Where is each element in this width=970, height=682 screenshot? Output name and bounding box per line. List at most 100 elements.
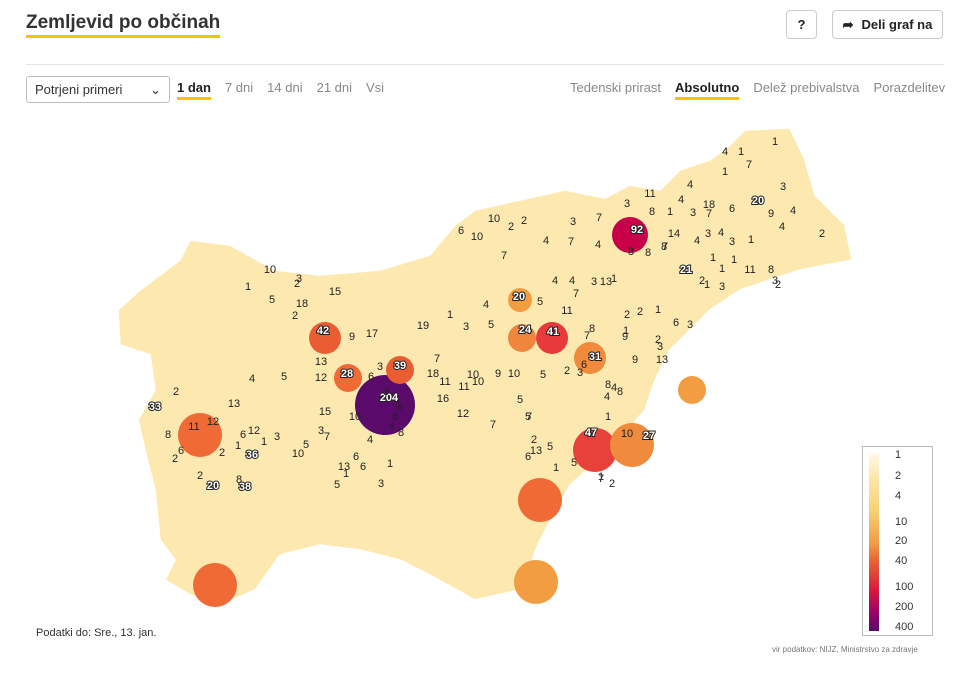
municipality-value-label: 1: [667, 206, 673, 218]
municipality-value-label: 3: [729, 236, 735, 248]
tab-view[interactable]: Tedenski prirast: [570, 80, 662, 95]
municipality-value-label: 38: [239, 481, 251, 493]
municipality-value-label: 6: [729, 203, 735, 215]
municipality-value-label: 8: [661, 241, 667, 253]
tab-period[interactable]: 1 dan: [177, 80, 211, 100]
municipality-value-label: 11: [644, 188, 655, 200]
municipality-value-label: 5: [269, 294, 275, 306]
municipality-value-label: 11: [188, 421, 199, 433]
municipality-value-label: 3: [463, 321, 469, 333]
municipality-value-label: 12: [457, 408, 469, 420]
municipality-value-label: 14: [668, 228, 680, 240]
metric-select[interactable]: Potrjeni primeri ⌄: [26, 76, 170, 103]
municipality-value-label: 8: [165, 429, 171, 441]
data-date-note: Podatki do: Sre., 13. jan.: [36, 627, 157, 639]
tab-period[interactable]: Vsi: [366, 80, 385, 95]
municipality-value-label: 13: [600, 276, 612, 288]
municipality-value-label: 31: [589, 351, 601, 363]
municipality-value-label: 11: [458, 381, 469, 393]
municipality-area: [508, 324, 536, 352]
municipality-value-label: 6: [458, 225, 464, 237]
legend-label: 100: [895, 581, 914, 593]
tab-period[interactable]: 21 dni: [316, 80, 353, 95]
tab-view[interactable]: Absolutno: [675, 80, 740, 100]
municipality-value-label: 1: [235, 440, 241, 452]
municipality-value-label: 8: [589, 323, 595, 335]
municipality-value-label: 21: [680, 264, 692, 276]
municipality-value-label: 5: [571, 457, 577, 469]
municipality-value-label: 42: [317, 325, 329, 337]
municipality-value-label: 7: [501, 250, 507, 262]
municipality-value-label: 4: [569, 275, 575, 287]
municipality-value-label: 3: [705, 228, 711, 240]
municipality-value-label: 18: [296, 298, 308, 310]
municipality-value-label: 1: [611, 273, 617, 285]
municipality-area: [386, 356, 414, 384]
municipality-value-label: 6: [178, 445, 184, 457]
legend-label: 10: [895, 516, 908, 528]
municipality-value-label: 4: [694, 235, 700, 247]
color-legend: 1 2 4 10 20 40 100 200 400: [862, 446, 933, 636]
municipality-value-label: 6: [673, 317, 679, 329]
municipality-value-label: 4: [722, 146, 728, 158]
municipality-value-label: 41: [547, 326, 559, 338]
municipality-value-label: 2: [173, 386, 179, 398]
share-button[interactable]: ➦ Deli graf na: [832, 10, 943, 39]
help-button[interactable]: ?: [786, 10, 817, 39]
municipality-value-label: 4: [718, 227, 724, 239]
tab-view[interactable]: Delež prebivalstva: [753, 80, 860, 95]
municipality-area: [178, 413, 222, 457]
municipality-value-label: 3: [624, 198, 630, 210]
tab-period[interactable]: 14 dni: [267, 80, 303, 95]
municipality-area: [508, 288, 532, 312]
municipality-value-label: 12: [248, 425, 260, 437]
municipality-value-label: 4: [543, 235, 549, 247]
municipality-value-label: 1: [261, 436, 267, 448]
municipality-value-label: 4: [552, 275, 558, 287]
municipality-value-label: 2: [655, 334, 661, 346]
municipality-value-label: 9: [495, 368, 501, 380]
municipality-value-label: 6: [360, 461, 366, 473]
municipality-value-label: 2: [292, 310, 298, 322]
municipality-value-label: 1: [731, 254, 737, 266]
municipality-value-label: 16: [437, 393, 449, 405]
municipality-value-label: 9: [349, 331, 355, 343]
municipality-value-label: 36: [246, 449, 258, 461]
municipality-value-label: 1: [704, 279, 710, 291]
municipality-value-label: 4: [389, 421, 395, 433]
municipality-value-label: 3: [772, 275, 778, 287]
municipality-area: [612, 217, 648, 253]
municipality-value-label: 4: [611, 382, 617, 394]
page-title: Zemljevid po občinah: [26, 12, 221, 38]
tab-view[interactable]: Porazdelitev: [873, 80, 946, 95]
municipality-value-label: 15: [319, 406, 331, 418]
municipality-value-label: 4: [604, 391, 610, 403]
tab-period[interactable]: 7 dni: [224, 80, 254, 95]
municipality-value-label: 1: [605, 411, 611, 423]
municipality-value-label: 12: [315, 372, 327, 384]
municipality-value-label: 1: [553, 462, 559, 474]
municipality-value-label: 6: [581, 359, 587, 371]
municipality-value-label: 8: [617, 386, 623, 398]
municipality-value-label: 9: [632, 354, 638, 366]
municipality-value-label: 27: [643, 430, 655, 442]
municipality-value-label: 3: [318, 425, 324, 437]
municipality-value-label: 15: [329, 286, 341, 298]
municipality-value-label: 8: [649, 206, 655, 218]
municipality-value-label: 92: [631, 224, 643, 236]
municipality-value-label: 3: [657, 341, 663, 353]
municipality-value-label: 11: [561, 305, 572, 317]
municipality-value-label: 9: [768, 208, 774, 220]
municipality-value-label: 1: [722, 166, 728, 178]
municipality-value-label: 13: [228, 398, 240, 410]
chevron-down-icon: ⌄: [150, 81, 161, 97]
municipality-value-label: 1: [748, 234, 754, 246]
municipality-value-label: 4: [678, 194, 684, 206]
municipality-value-label: 28: [341, 368, 353, 380]
municipality-value-label: 8: [628, 246, 634, 258]
municipality-value-label: 6: [525, 451, 531, 463]
municipality-value-label: 39: [394, 360, 406, 372]
municipality-value-label: 4: [483, 299, 489, 311]
legend-label: 1: [895, 449, 902, 461]
municipality-value-label: 6: [392, 411, 398, 423]
